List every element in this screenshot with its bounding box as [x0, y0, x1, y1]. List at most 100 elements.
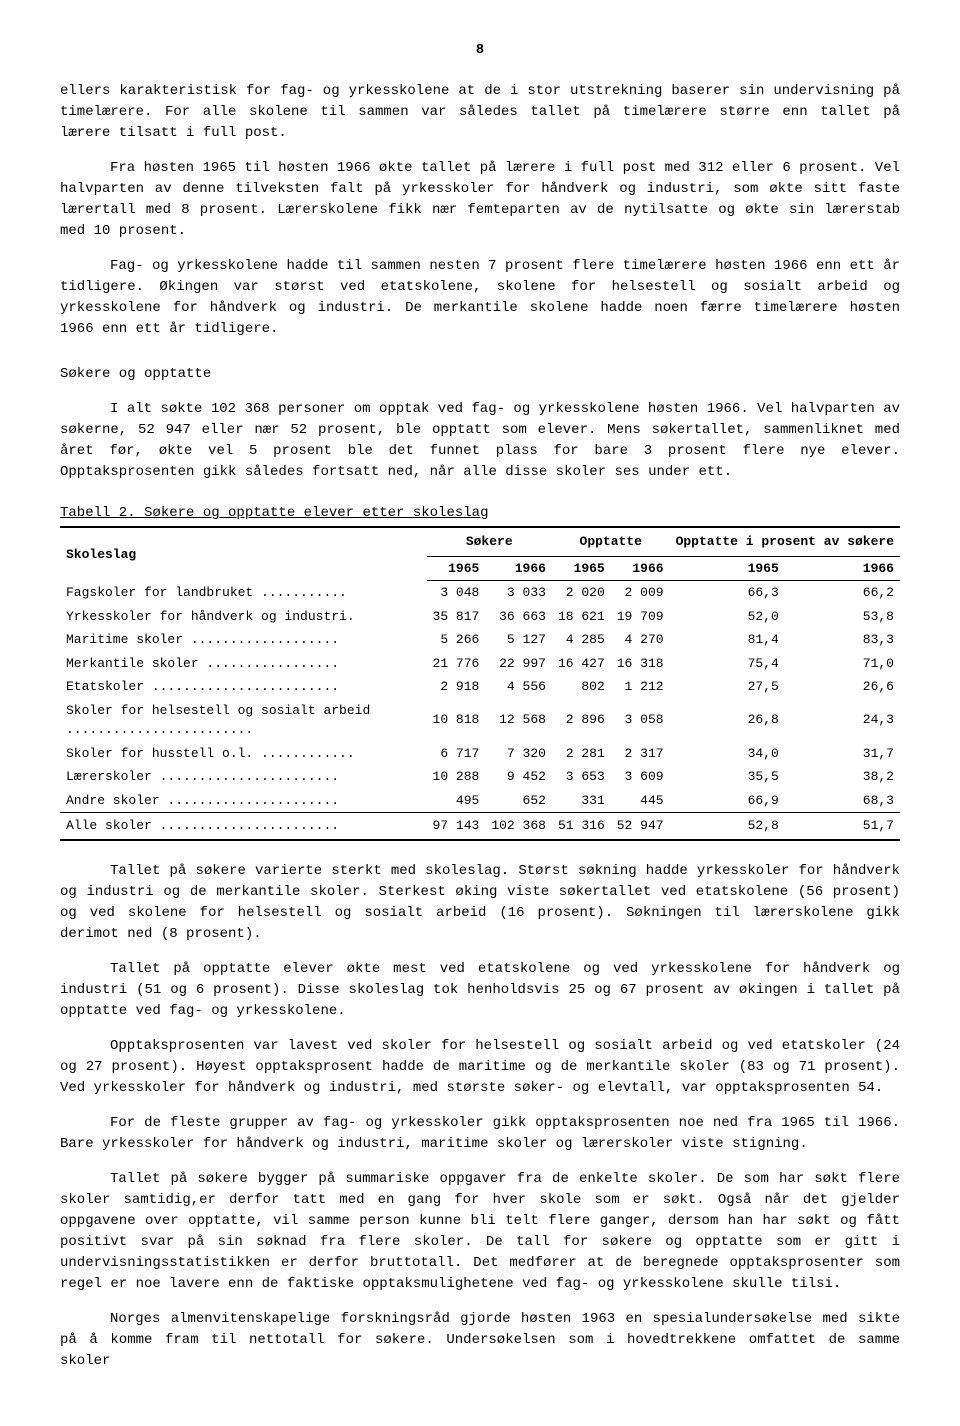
cell: 51 316	[552, 813, 611, 840]
cell: 3 048	[427, 581, 486, 605]
table-row: Etatskoler ........................2 918…	[60, 675, 900, 699]
table-group-prosent: Opptatte i prosent av søkere	[670, 527, 900, 556]
table-group-sokere: Søkere	[427, 527, 552, 556]
table-2: Skoleslag Søkere Opptatte Opptatte i pro…	[60, 526, 900, 841]
table-col-label: Skoleslag	[60, 527, 427, 581]
cell: 71,0	[785, 652, 900, 676]
paragraph-2: Fra høsten 1965 til høsten 1966 økte tal…	[60, 158, 900, 242]
cell: 2 020	[552, 581, 611, 605]
table-row: Fagskoler for landbruket ...........3 04…	[60, 581, 900, 605]
cell: 2 317	[611, 742, 670, 766]
paragraph-1: ellers karakteristisk for fag- og yrkess…	[60, 81, 900, 144]
table-row: Andre skoler ......................49565…	[60, 789, 900, 813]
row-label: Maritime skoler ...................	[60, 628, 427, 652]
paragraph-9: Tallet på søkere bygger på summariske op…	[60, 1169, 900, 1295]
table-total-row: Alle skoler .......................97 14…	[60, 813, 900, 840]
paragraph-4: I alt søkte 102 368 personer om opptak v…	[60, 399, 900, 483]
cell: 26,6	[785, 675, 900, 699]
cell: 35,5	[670, 765, 785, 789]
table-2-caption: Tabell 2. Søkere og opptatte elever ette…	[60, 503, 900, 524]
row-label: Lærerskoler .......................	[60, 765, 427, 789]
cell: 16 318	[611, 652, 670, 676]
cell: 3 609	[611, 765, 670, 789]
row-label: Skoler for helsestell og sosialt arbeid …	[60, 699, 427, 742]
cell: 802	[552, 675, 611, 699]
cell: 18 621	[552, 605, 611, 629]
cell: 36 663	[485, 605, 552, 629]
paragraph-6: Tallet på opptatte elever økte mest ved …	[60, 959, 900, 1022]
table-year: 1966	[485, 556, 552, 581]
cell: 34,0	[670, 742, 785, 766]
cell: 3 033	[485, 581, 552, 605]
cell: 97 143	[427, 813, 486, 840]
cell: 4 556	[485, 675, 552, 699]
cell: 3 653	[552, 765, 611, 789]
cell: 66,3	[670, 581, 785, 605]
paragraph-7: Opptaksprosenten var lavest ved skoler f…	[60, 1036, 900, 1099]
cell: 38,2	[785, 765, 900, 789]
paragraph-8: For de fleste grupper av fag- og yrkessk…	[60, 1113, 900, 1155]
cell: 66,2	[785, 581, 900, 605]
paragraph-10: Norges almenvitenskapelige forskningsråd…	[60, 1309, 900, 1372]
row-label: Merkantile skoler .................	[60, 652, 427, 676]
cell: 652	[485, 789, 552, 813]
cell: 10 818	[427, 699, 486, 742]
cell: 66,9	[670, 789, 785, 813]
cell: 35 817	[427, 605, 486, 629]
cell: 52,8	[670, 813, 785, 840]
row-label: Andre skoler ......................	[60, 789, 427, 813]
row-label: Alle skoler .......................	[60, 813, 427, 840]
page-number: 8	[60, 40, 900, 61]
paragraph-5: Tallet på søkere varierte sterkt med sko…	[60, 861, 900, 945]
cell: 3 058	[611, 699, 670, 742]
cell: 4 285	[552, 628, 611, 652]
table-year: 1965	[670, 556, 785, 581]
row-label: Yrkesskoler for håndverk og industri.	[60, 605, 427, 629]
table-row: Skoler for helsestell og sosialt arbeid …	[60, 699, 900, 742]
table-year: 1965	[552, 556, 611, 581]
table-row: Skoler for husstell o.l. ............6 7…	[60, 742, 900, 766]
cell: 51,7	[785, 813, 900, 840]
cell: 22 997	[485, 652, 552, 676]
table-row: Merkantile skoler .................21 77…	[60, 652, 900, 676]
cell: 83,3	[785, 628, 900, 652]
table-row: Yrkesskoler for håndverk og industri.35 …	[60, 605, 900, 629]
cell: 24,3	[785, 699, 900, 742]
cell: 331	[552, 789, 611, 813]
table-year: 1966	[785, 556, 900, 581]
paragraph-3: Fag- og yrkesskolene hadde til sammen ne…	[60, 256, 900, 340]
cell: 21 776	[427, 652, 486, 676]
cell: 495	[427, 789, 486, 813]
cell: 68,3	[785, 789, 900, 813]
table-year: 1965	[427, 556, 486, 581]
table-year: 1966	[611, 556, 670, 581]
table-row: Maritime skoler ...................5 266…	[60, 628, 900, 652]
cell: 2 009	[611, 581, 670, 605]
cell: 52 947	[611, 813, 670, 840]
cell: 52,0	[670, 605, 785, 629]
cell: 12 568	[485, 699, 552, 742]
cell: 7 320	[485, 742, 552, 766]
cell: 445	[611, 789, 670, 813]
cell: 5 127	[485, 628, 552, 652]
cell: 16 427	[552, 652, 611, 676]
cell: 75,4	[670, 652, 785, 676]
cell: 53,8	[785, 605, 900, 629]
cell: 1 212	[611, 675, 670, 699]
row-label: Etatskoler ........................	[60, 675, 427, 699]
cell: 2 281	[552, 742, 611, 766]
table-row: Lærerskoler .......................10 28…	[60, 765, 900, 789]
cell: 4 270	[611, 628, 670, 652]
row-label: Fagskoler for landbruket ...........	[60, 581, 427, 605]
cell: 6 717	[427, 742, 486, 766]
cell: 10 288	[427, 765, 486, 789]
cell: 19 709	[611, 605, 670, 629]
cell: 81,4	[670, 628, 785, 652]
table-group-opptatte: Opptatte	[552, 527, 670, 556]
section-heading-sokere: Søkere og opptatte	[60, 364, 900, 385]
cell: 27,5	[670, 675, 785, 699]
cell: 26,8	[670, 699, 785, 742]
row-label: Skoler for husstell o.l. ............	[60, 742, 427, 766]
cell: 5 266	[427, 628, 486, 652]
cell: 2 896	[552, 699, 611, 742]
